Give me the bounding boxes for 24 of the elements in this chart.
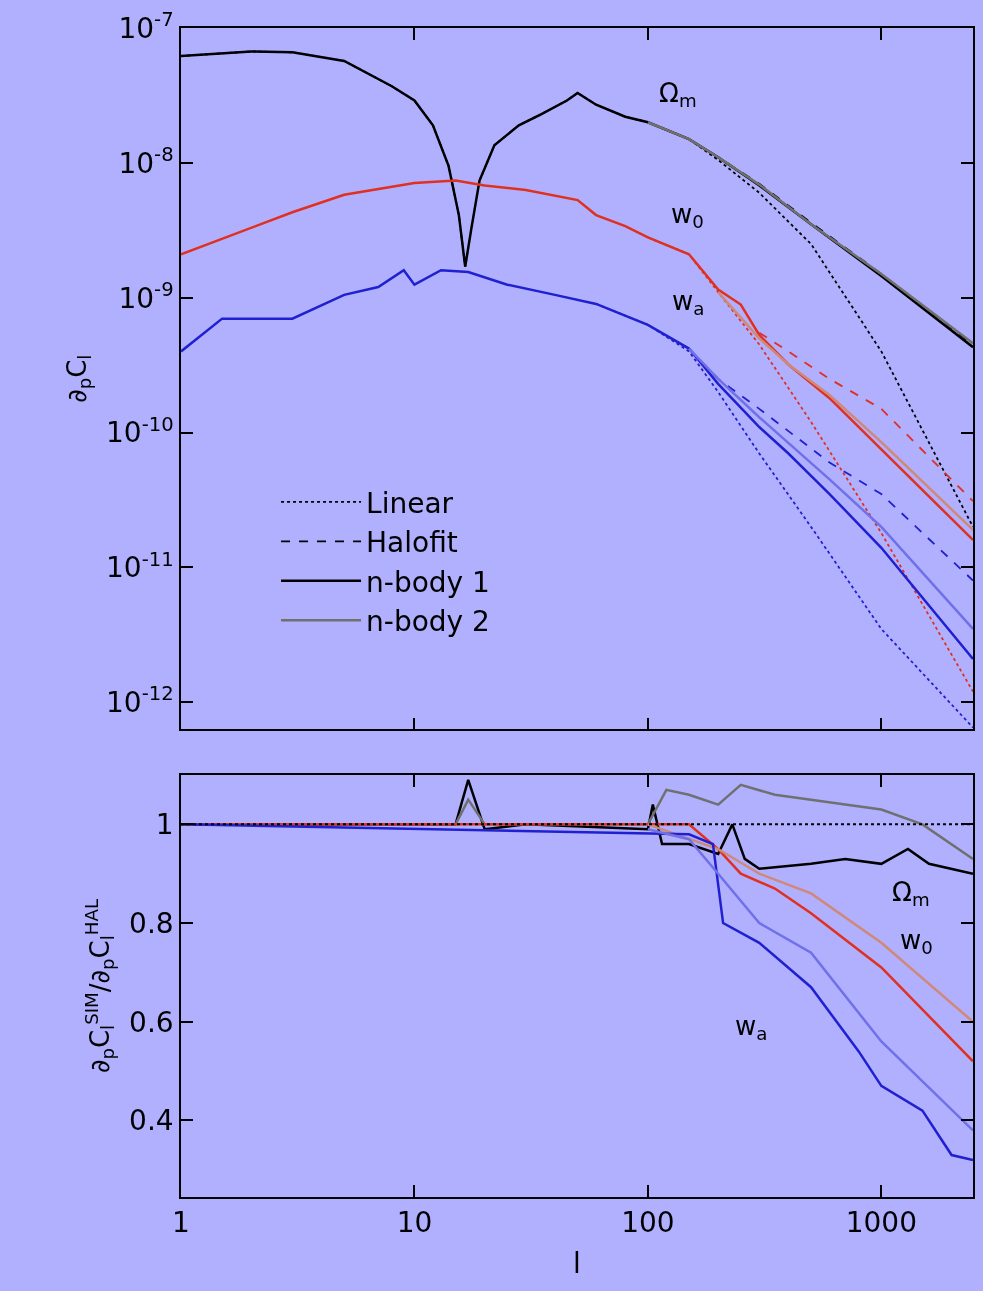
y-tick-label: 0.6 (129, 1005, 174, 1039)
y-tick-label: 0.4 (129, 1104, 174, 1138)
legend-label: n-body 2 (366, 605, 490, 639)
y-tick-label: 0.8 (129, 906, 174, 940)
x-tick-label: 1000 (845, 1206, 917, 1240)
annotation: Ω$_{m}$ (892, 877, 930, 911)
legend-label: Linear (366, 486, 454, 520)
annotation: Ω$_{m}$ (659, 78, 697, 112)
y-tick-label: 10$^{-11}$ (105, 547, 174, 585)
y-tick-label: 1 (155, 808, 174, 842)
x-axis-title: l (573, 1246, 581, 1280)
y-tick-label: 10$^{-9}$ (118, 277, 174, 315)
x-tick-label: 10 (396, 1206, 433, 1240)
y-tick-label: 10$^{-8}$ (118, 142, 174, 180)
x-tick-label: 100 (621, 1206, 675, 1240)
legend-label: n-body 1 (366, 565, 490, 599)
annotation: w$_{0}$ (671, 199, 704, 233)
annotation: w$_{0}$ (900, 925, 933, 959)
y-tick-label: 10$^{-12}$ (105, 682, 174, 720)
annotation: w$_{a}$ (735, 1011, 768, 1045)
y-tick-label: 10$^{-10}$ (105, 412, 174, 450)
y-tick-label: 10$^{-7}$ (118, 8, 174, 45)
annotation: w$_{a}$ (672, 286, 705, 320)
legend-label: Halofit (366, 526, 458, 560)
